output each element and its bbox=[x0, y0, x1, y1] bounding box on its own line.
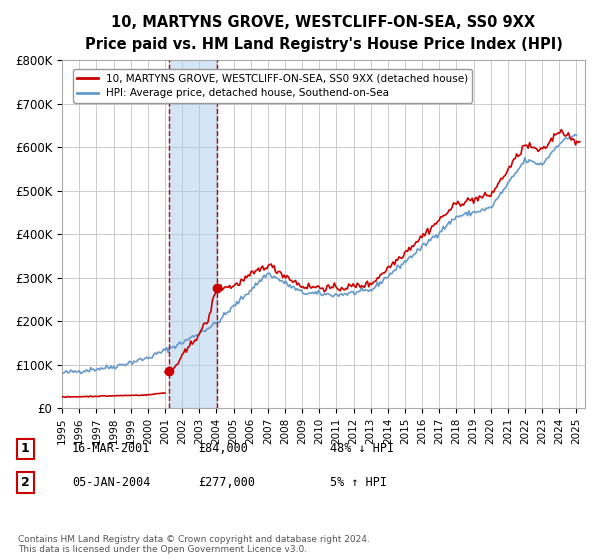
Legend: 10, MARTYNS GROVE, WESTCLIFF-ON-SEA, SS0 9XX (detached house), HPI: Average pric: 10, MARTYNS GROVE, WESTCLIFF-ON-SEA, SS0… bbox=[73, 69, 472, 102]
Text: 48% ↓ HPI: 48% ↓ HPI bbox=[330, 442, 394, 455]
Text: 16-MAR-2001: 16-MAR-2001 bbox=[72, 442, 151, 455]
Text: 2: 2 bbox=[212, 76, 221, 90]
Text: £84,000: £84,000 bbox=[198, 442, 248, 455]
Text: 2: 2 bbox=[21, 476, 30, 489]
Text: Contains HM Land Registry data © Crown copyright and database right 2024.
This d: Contains HM Land Registry data © Crown c… bbox=[18, 535, 370, 554]
Text: 5% ↑ HPI: 5% ↑ HPI bbox=[330, 476, 387, 489]
Text: £277,000: £277,000 bbox=[198, 476, 255, 489]
Text: 05-JAN-2004: 05-JAN-2004 bbox=[72, 476, 151, 489]
Text: 1: 1 bbox=[164, 76, 173, 90]
Title: 10, MARTYNS GROVE, WESTCLIFF-ON-SEA, SS0 9XX
Price paid vs. HM Land Registry's H: 10, MARTYNS GROVE, WESTCLIFF-ON-SEA, SS0… bbox=[85, 15, 562, 52]
Bar bbox=[169, 60, 217, 408]
Text: 1: 1 bbox=[21, 442, 30, 455]
